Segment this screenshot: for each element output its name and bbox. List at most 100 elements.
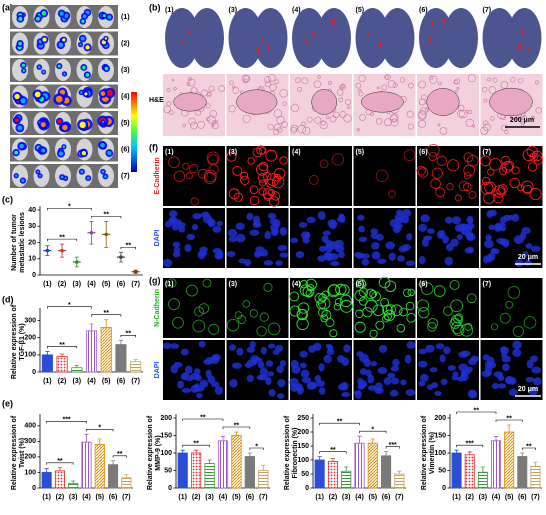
membrane	[369, 329, 378, 338]
x-tick-label: (6)	[518, 494, 527, 501]
signal	[62, 145, 66, 148]
tissue	[437, 81, 442, 86]
error-bar	[533, 461, 538, 467]
membrane	[192, 319, 206, 333]
membrane	[375, 320, 385, 330]
membrane	[452, 324, 465, 336]
membrane	[318, 307, 328, 318]
error-bar	[57, 467, 62, 471]
tissue	[339, 111, 347, 118]
nucleus	[451, 216, 462, 225]
y-axis-label: Relative expression of	[421, 415, 428, 490]
nucleus	[358, 236, 368, 243]
nucleus	[169, 217, 177, 226]
membrane	[355, 309, 364, 319]
membrane	[487, 168, 495, 176]
nucleus	[269, 217, 278, 225]
signal	[58, 151, 64, 156]
membrane	[182, 162, 190, 170]
nucleus	[184, 244, 192, 252]
error-bar	[221, 436, 225, 441]
nucleus	[318, 387, 326, 395]
nucleus	[301, 377, 312, 384]
arrow	[520, 28, 524, 35]
nucleus	[404, 354, 412, 364]
tissue	[306, 116, 313, 123]
tissue	[465, 118, 474, 128]
membrane	[385, 304, 396, 315]
row-label: N-Cadherin	[154, 289, 161, 327]
fluorescence-image	[226, 278, 289, 338]
tissue	[290, 124, 298, 132]
lung-lobe	[507, 8, 542, 68]
lesion	[361, 91, 404, 113]
lung-lobe	[228, 8, 263, 68]
nucleus	[379, 344, 388, 353]
significance-label: *	[68, 302, 71, 309]
y-tick-label: 150	[297, 443, 309, 450]
scale-label: 20 μm	[518, 254, 538, 261]
nucleus	[374, 382, 383, 392]
tissue	[264, 76, 272, 83]
nucleus	[456, 234, 463, 240]
nucleus	[483, 239, 494, 249]
nucleus	[354, 390, 362, 399]
group-label: (1)	[165, 281, 174, 288]
signal	[107, 151, 112, 156]
membrane	[256, 145, 266, 155]
y-tick-label: 100	[24, 469, 36, 476]
nucleus	[338, 251, 345, 259]
nucleus	[279, 252, 289, 258]
significance-bracket	[47, 306, 92, 309]
bar	[115, 344, 127, 373]
tissue	[375, 118, 383, 125]
tissue	[319, 121, 328, 130]
nucleus	[181, 387, 192, 394]
fluorescence-image	[353, 146, 416, 206]
nucleus	[279, 360, 287, 367]
significance-bracket	[182, 418, 224, 421]
nucleus	[388, 252, 396, 261]
nucleus	[460, 350, 471, 357]
tissue	[504, 130, 509, 135]
nucleus	[190, 372, 199, 380]
x-tick-label: (3)	[479, 494, 488, 501]
membrane	[527, 162, 538, 172]
y-tick-label: 100	[160, 450, 172, 457]
tissue	[500, 81, 509, 89]
lung-lobe	[482, 8, 517, 68]
y-axis-label: Relative expression of	[284, 415, 291, 490]
arrow	[311, 31, 315, 38]
membrane	[194, 306, 205, 317]
tissue	[345, 99, 352, 106]
nucleus	[343, 344, 351, 353]
tissue	[492, 77, 498, 83]
nucleus	[253, 250, 261, 258]
membrane	[247, 157, 255, 165]
membrane	[449, 318, 461, 329]
nucleus	[493, 371, 504, 378]
signal	[42, 37, 47, 42]
nucleus	[355, 252, 365, 259]
membrane	[451, 321, 464, 334]
x-tick-label: (5)	[369, 494, 378, 501]
significance-label: **	[103, 212, 109, 219]
membrane	[172, 316, 184, 329]
error-bar	[89, 323, 94, 331]
signal	[14, 93, 20, 100]
x-tick-label: (3)	[73, 378, 82, 385]
nucleus	[430, 382, 438, 389]
y-tick-label: 250	[297, 415, 309, 422]
membrane	[302, 285, 315, 298]
nucleus	[419, 373, 429, 382]
nucleus	[400, 379, 407, 385]
tissue	[418, 110, 427, 119]
bar	[367, 442, 378, 489]
bar	[354, 442, 365, 489]
nucleus	[177, 380, 185, 389]
tissue	[242, 114, 251, 123]
y-axis-label: TGF-β1 (%)	[19, 323, 26, 360]
error-bar	[84, 433, 89, 443]
lesion	[311, 89, 337, 115]
nucleus	[317, 255, 326, 262]
